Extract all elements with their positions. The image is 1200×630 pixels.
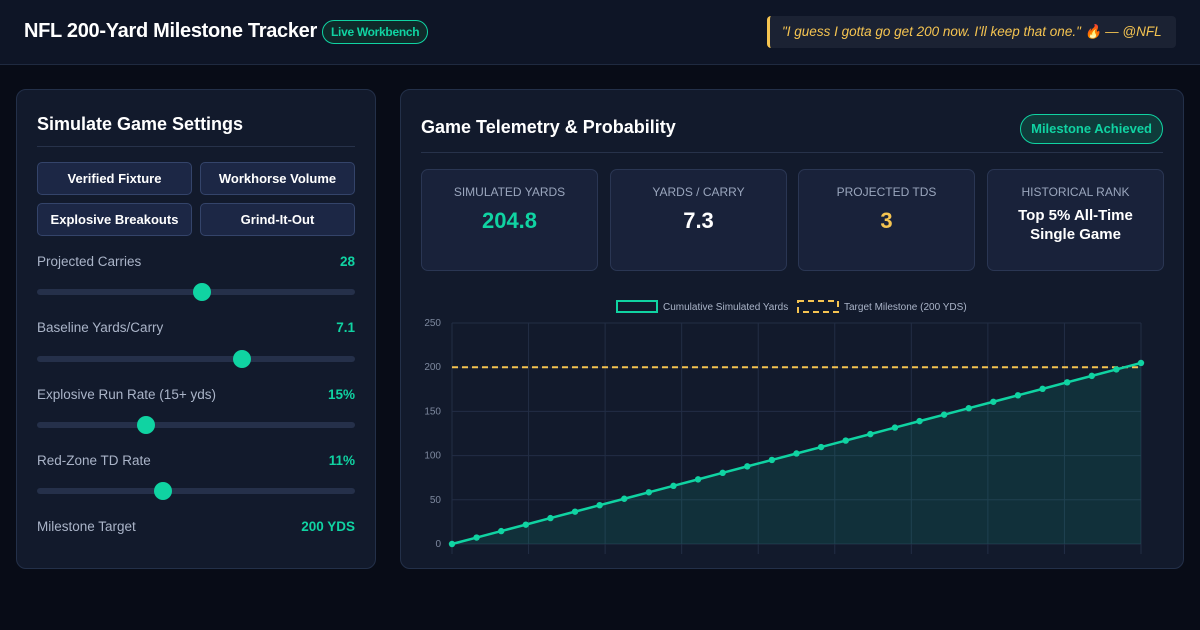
stat-label: Historical Rank xyxy=(1021,185,1130,199)
telemetry-title: Game Telemetry & Probability xyxy=(421,117,676,137)
baseline-yards-carry-slider-thumb[interactable] xyxy=(232,350,251,368)
projected-carries-value: 28 xyxy=(339,254,355,269)
explosive-run-rate-value: 15% xyxy=(327,387,355,402)
projected-carries-slider-thumb[interactable] xyxy=(193,283,212,301)
stat-card-projected-tds: Projected TDs 3 xyxy=(798,169,975,271)
data-point xyxy=(1137,359,1145,367)
legend-swatch-series xyxy=(616,300,658,313)
preset-explosive-breakouts-button[interactable]: Explosive Breakouts xyxy=(37,203,192,236)
stat-card-historical-rank: Historical Rank Top 5% All-Time Single G… xyxy=(987,169,1164,271)
data-point xyxy=(891,424,899,431)
red-zone-td-rate-value: 11% xyxy=(328,453,355,468)
data-point xyxy=(694,476,702,483)
data-point xyxy=(744,463,751,470)
data-point xyxy=(498,527,505,535)
data-point xyxy=(645,489,653,496)
explosive-run-rate-slider[interactable] xyxy=(37,416,355,434)
data-point xyxy=(768,456,776,464)
data-point xyxy=(990,398,997,405)
historical-rank-value: Top 5% All-Time Single Game xyxy=(1018,207,1133,243)
y-tick-label: 200 xyxy=(424,362,441,373)
preset-workhorse-volume-button[interactable]: Workhorse Volume xyxy=(200,162,355,195)
data-point xyxy=(621,495,628,502)
data-point xyxy=(793,450,800,457)
data-point xyxy=(1039,385,1046,393)
milestone-target-value: 200 YDS xyxy=(301,519,355,534)
stat-card-simulated-yards: Simulated Yards 204.8 xyxy=(421,169,598,271)
yards-chart: 0 50 100 150 200 250 Cumulative Simulated Yard… xyxy=(424,300,1145,554)
data-point xyxy=(1088,372,1095,380)
y-tick-label: 150 xyxy=(424,406,441,417)
explosive-run-rate-slider-thumb[interactable] xyxy=(137,416,156,434)
stat-label: Yards / Carry xyxy=(652,185,745,199)
y-tick-label: 0 xyxy=(435,539,441,550)
stat-label: Simulated Yards xyxy=(453,185,566,199)
stat-card-yards-per-carry: Yards / Carry 7.3 xyxy=(610,169,787,271)
data-point xyxy=(1063,379,1071,386)
telemetry-divider xyxy=(421,152,1163,153)
data-point xyxy=(670,482,677,490)
top-bar: NFL 200-Yard Milestone Tracker Live Work… xyxy=(0,0,1200,65)
data-point xyxy=(1014,392,1022,399)
y-tick-label: 50 xyxy=(430,495,442,506)
red-zone-td-rate-slider[interactable] xyxy=(37,482,355,500)
app-title: NFL 200-Yard Milestone Tracker xyxy=(24,20,317,42)
data-point xyxy=(473,534,480,541)
preset-verified-fixture-button[interactable]: Verified Fixture xyxy=(37,162,192,195)
data-point xyxy=(817,443,825,451)
baseline-yards-carry-label: Baseline Yards/Carry xyxy=(37,320,164,335)
y-tick-label: 100 xyxy=(424,451,441,462)
data-point xyxy=(842,437,849,444)
stat-value: 3 xyxy=(880,208,893,233)
data-point xyxy=(596,501,603,509)
red-zone-td-rate-slider-thumb[interactable] xyxy=(153,482,172,500)
legend-swatch-target xyxy=(797,300,839,313)
telemetry-panel: Game Telemetry & Probability Milestone A… xyxy=(400,89,1184,569)
data-point xyxy=(547,514,554,522)
data-point xyxy=(522,521,530,528)
data-point xyxy=(940,411,948,418)
data-point xyxy=(571,508,579,515)
data-point xyxy=(1113,366,1120,373)
legend-label-series: Cumulative Simulated Yards xyxy=(663,302,788,313)
stat-value: 204.8 xyxy=(481,208,538,233)
explosive-run-rate-label: Explosive Run Rate (15+ yds) xyxy=(37,387,216,402)
data-point xyxy=(719,469,726,477)
projected-carries-slider[interactable] xyxy=(37,283,355,301)
data-point xyxy=(448,540,456,548)
y-tick-label: 250 xyxy=(424,318,441,329)
baseline-yards-carry-value: 7.1 xyxy=(336,320,355,335)
legend-label-target: Target Milestone (200 YDS) xyxy=(844,302,967,313)
live-workbench-badge: Live Workbench xyxy=(322,20,429,44)
red-zone-td-rate-label: Red-Zone TD Rate xyxy=(37,453,151,468)
settings-panel: Simulate Game Settings Verified Fixture … xyxy=(16,89,376,569)
settings-title: Simulate Game Settings xyxy=(37,114,244,134)
settings-divider xyxy=(37,146,355,147)
stat-value: 7.3 xyxy=(683,208,714,233)
data-point xyxy=(965,405,972,412)
preset-grind-it-out-button[interactable]: Grind-It-Out xyxy=(200,203,355,236)
quote-banner: "I guess I gotta go get 200 now. I'll ke… xyxy=(767,16,1176,48)
milestone-status-badge: Milestone Achieved xyxy=(1020,114,1163,144)
projected-carries-label: Projected Carries xyxy=(37,254,142,269)
data-point xyxy=(867,430,874,438)
milestone-target-label: Milestone Target xyxy=(37,519,136,534)
baseline-yards-carry-slider[interactable] xyxy=(37,350,355,368)
stat-label: Projected TDs xyxy=(836,185,937,199)
data-point xyxy=(916,417,923,425)
